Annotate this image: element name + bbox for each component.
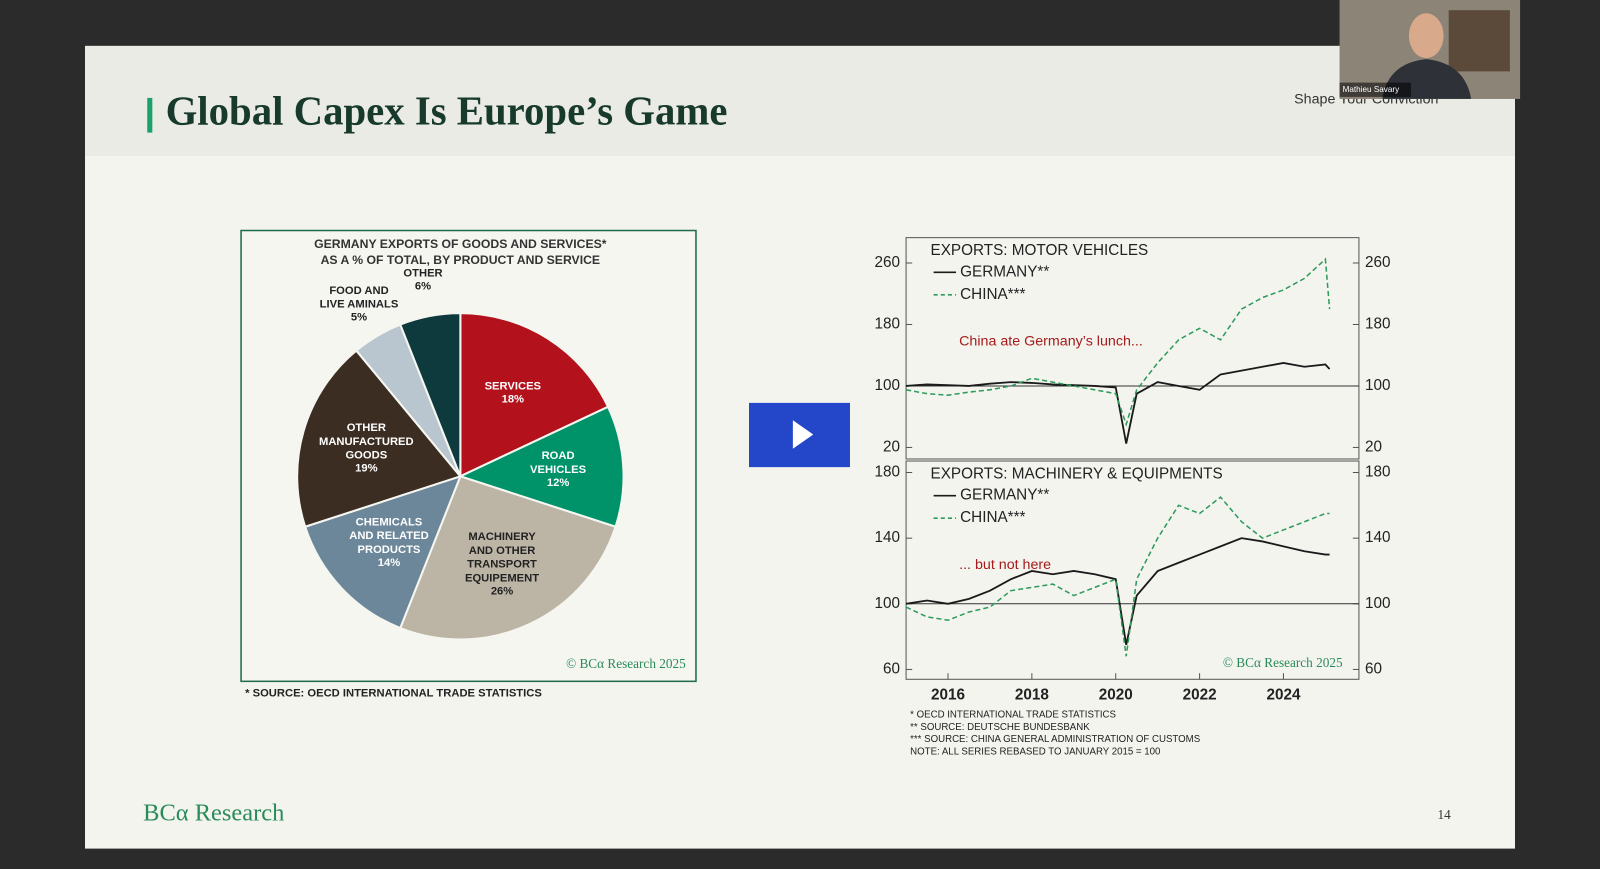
- annotation: ... but not here: [959, 557, 1051, 573]
- y-tick-label: 180: [874, 464, 900, 481]
- slice-value: 12%: [547, 477, 569, 489]
- presenter-badge: [1339, 82, 1411, 97]
- y-tick-label: 100: [874, 377, 900, 394]
- slice-value: 14%: [378, 557, 400, 569]
- x-tick-label: 2018: [1015, 687, 1049, 704]
- slice-label: OTHER MANUFACTURED GOODS: [319, 422, 414, 462]
- slice-value: 19%: [355, 463, 377, 475]
- pie-slice: [296, 349, 463, 529]
- slice-label: OTHER: [403, 268, 442, 280]
- y-tick-label: 140: [874, 529, 900, 546]
- slice-value: 18%: [502, 393, 524, 405]
- slice-label: CHEMICALS AND RELATED PRODUCTS: [349, 516, 428, 556]
- x-tick-label: 2016: [931, 687, 965, 704]
- title-accent: [147, 97, 153, 133]
- pie-slice: [457, 405, 625, 529]
- y-tick-label: 20: [883, 438, 900, 455]
- pie-slice: [459, 312, 610, 478]
- y-tick-label: 60: [883, 660, 900, 677]
- note: * OECD INTERNATIONAL TRADE STATISTICS: [910, 710, 1116, 721]
- annotation: China ate Germany’s lunch...: [959, 333, 1143, 349]
- copyright: © BCα Research 2025: [566, 656, 686, 671]
- series-line: [905, 537, 1330, 646]
- y-tick-label: 140: [1365, 529, 1391, 546]
- page-number: 14: [1437, 807, 1451, 822]
- note: *** SOURCE: CHINA GENERAL ADMINISTRATION…: [910, 734, 1200, 745]
- chart-title: EXPORTS: MOTOR VEHICLES: [931, 242, 1149, 259]
- play-button[interactable]: [749, 402, 850, 468]
- x-tick-label: 2024: [1266, 687, 1300, 704]
- play-icon[interactable]: [792, 420, 814, 449]
- slice-value: 6%: [415, 281, 431, 293]
- slide-title: Global Capex Is Europe’s Game: [166, 89, 728, 134]
- pie-title: GERMANY EXPORTS OF GOODS AND SERVICES* AS…: [314, 237, 607, 267]
- y-tick-label: 100: [1365, 595, 1391, 612]
- legend-label: GERMANY**: [960, 487, 1049, 504]
- note: NOTE: ALL SERIES REBASED TO JANUARY 2015…: [910, 746, 1160, 757]
- webcam: Mathieu Savary: [1339, 0, 1521, 99]
- series-line: [905, 257, 1331, 427]
- slice-value: 26%: [491, 585, 513, 597]
- y-tick-label: 60: [1365, 660, 1382, 677]
- x-tick-label: 2020: [1099, 687, 1133, 704]
- x-tick-label: 2022: [1183, 687, 1217, 704]
- line-notes: * OECD INTERNATIONAL TRADE STATISTICS** …: [910, 710, 1200, 758]
- slice-label: ROAD VEHICLES: [530, 450, 587, 476]
- slice-label: FOOD AND LIVE AMINALS: [320, 285, 399, 311]
- y-tick-label: 180: [1365, 464, 1391, 481]
- y-tick-label: 20: [1365, 438, 1382, 455]
- footer-logo: BCα Research: [143, 800, 284, 827]
- pie-slice: [398, 475, 617, 641]
- note: ** SOURCE: DEUTSCHE BUNDESBANK: [910, 722, 1090, 733]
- chart-title: EXPORTS: MACHINERY & EQUIPMENTS: [931, 465, 1223, 482]
- slice-label: SERVICES: [485, 380, 542, 392]
- plot-frame: [905, 460, 1360, 680]
- y-tick-label: 180: [1365, 316, 1391, 333]
- presenter-name: Mathieu Savary: [1343, 85, 1400, 94]
- y-tick-label: 100: [1365, 377, 1391, 394]
- y-tick-label: 100: [874, 595, 900, 612]
- copyright: © BCα Research 2025: [1223, 655, 1343, 670]
- slide-header: [85, 45, 1515, 157]
- y-tick-label: 260: [1365, 254, 1391, 271]
- series-line: [906, 361, 1331, 444]
- pie-source-note: * SOURCE: OECD INTERNATIONAL TRADE STATI…: [245, 688, 542, 700]
- plot-frame: [905, 237, 1360, 460]
- slice-value: 5%: [351, 312, 367, 324]
- webcam-background: [1448, 10, 1510, 72]
- slice-label: MACHINERY AND OTHER TRANSPORT EQUIPEMENT: [465, 531, 539, 584]
- legend-label: CHINA***: [960, 509, 1025, 526]
- pie-slice: [398, 312, 462, 477]
- y-tick-label: 260: [874, 254, 900, 271]
- series-line: [905, 496, 1330, 657]
- webcam-head: [1408, 13, 1444, 59]
- legend-label: CHINA***: [960, 286, 1025, 303]
- legend-label: GERMANY**: [960, 263, 1049, 280]
- y-tick-label: 180: [874, 316, 900, 333]
